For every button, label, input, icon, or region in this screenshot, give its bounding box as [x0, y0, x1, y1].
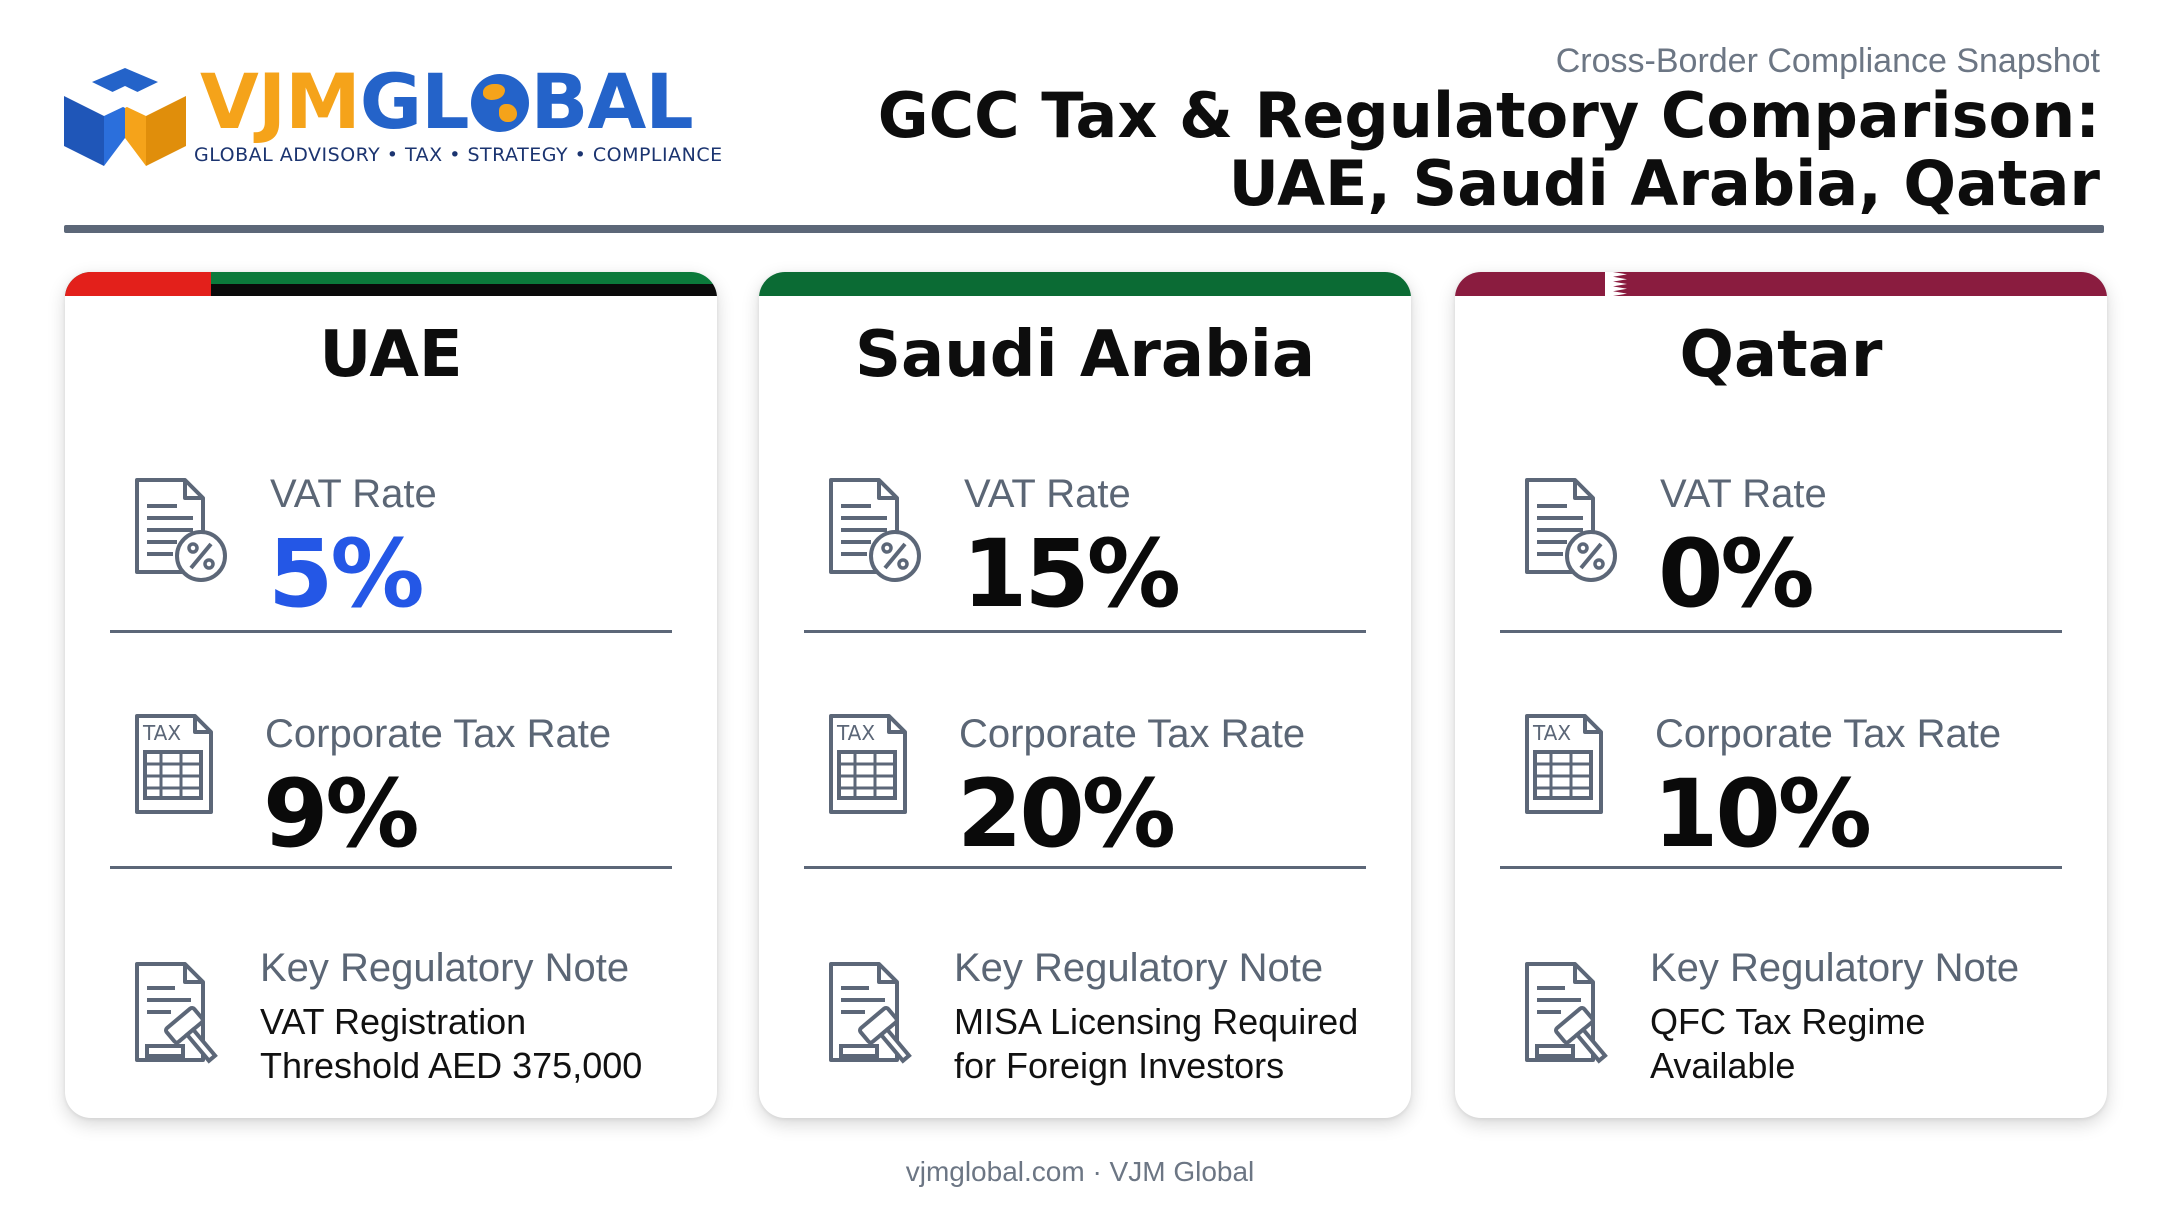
regulatory-note-line1: QFC Tax Regime [1650, 1001, 1926, 1042]
brand-name: VJMGL BAL [200, 64, 694, 140]
vat-label: VAT Rate [270, 472, 437, 516]
page-title-line1: GCC Tax & Regulatory Comparison: [877, 79, 2100, 152]
vat-value: 15% [962, 520, 1181, 629]
country-name: Qatar [1679, 318, 1883, 392]
logo-mark-icon [64, 68, 186, 166]
corporate-tax-value: 20% [957, 760, 1176, 869]
vat-value: 0% [1658, 520, 1815, 629]
corporate-tax-row: TAX Corporate Tax Rate 9% [65, 668, 717, 868]
regulatory-note-text: QFC Tax Regime Available [1650, 1000, 1925, 1088]
svg-text:TAX: TAX [1532, 721, 1571, 745]
row-divider [110, 866, 672, 869]
regulatory-note-line1: MISA Licensing Required [954, 1001, 1359, 1042]
regulatory-note-line2: Threshold AED 375,000 [260, 1045, 643, 1086]
vat-label: VAT Rate [964, 472, 1131, 516]
tax-form-icon: TAX [829, 714, 907, 814]
corporate-tax-label: Corporate Tax Rate [265, 712, 612, 756]
corporate-tax-value: 10% [1653, 760, 1872, 869]
regulatory-note-text: VAT Registration Threshold AED 375,000 [260, 1000, 642, 1088]
country-card-qatar: Qatar VAT Rate 0% TAX [1455, 272, 2107, 1118]
regulatory-note-line2: for Foreign Investors [954, 1045, 1285, 1086]
vat-row: VAT Rate 0% [1455, 432, 2107, 632]
vat-label: VAT Rate [1660, 472, 1827, 516]
vat-value: 5% [268, 520, 425, 629]
corporate-tax-value: 9% [263, 760, 420, 869]
regulatory-note-line2: Available [1650, 1045, 1796, 1086]
corporate-tax-row: TAX Corporate Tax Rate 10% [1455, 668, 2107, 868]
document-gavel-icon [829, 962, 912, 1064]
qatar-flag-bar [1455, 272, 2107, 296]
page-kicker: Cross-Border Compliance Snapshot [1555, 42, 2100, 80]
brand-logo: VJMGL BAL GLOBAL ADVISORY • TAX • STRATEG… [64, 64, 722, 174]
document-percent-icon [135, 478, 227, 582]
regulatory-note-row: Key Regulatory Note QFC Tax Regime Avail… [1455, 908, 2107, 1108]
vat-row: VAT Rate 15% [759, 432, 1411, 632]
document-percent-icon [1525, 478, 1617, 582]
row-divider [1500, 630, 2062, 633]
document-percent-icon [829, 478, 921, 582]
uae-flag-bar [65, 272, 717, 296]
row-divider [110, 630, 672, 633]
brand-name-part2: GL [359, 57, 470, 146]
tax-form-icon: TAX [1525, 714, 1603, 814]
country-card-uae: UAE VAT Rate 5% TAX [65, 272, 717, 1118]
globe-icon [470, 74, 529, 132]
saudi-flag-bar [759, 272, 1411, 296]
regulatory-note-label: Key Regulatory Note [954, 946, 1324, 990]
vat-row: VAT Rate 5% [65, 432, 717, 632]
corporate-tax-row: TAX Corporate Tax Rate 20% [759, 668, 1411, 868]
regulatory-note-row: Key Regulatory Note VAT Registration Thr… [65, 908, 717, 1108]
country-name: Saudi Arabia [854, 318, 1316, 392]
brand-name-part1: VJM [200, 57, 361, 146]
svg-text:TAX: TAX [836, 721, 875, 745]
row-divider [804, 866, 1366, 869]
country-card-saudi-arabia: Saudi Arabia VAT Rate 15% TAX [759, 272, 1411, 1118]
brand-tagline: GLOBAL ADVISORY • TAX • STRATEGY • COMPL… [194, 144, 723, 166]
country-name: UAE [319, 318, 463, 392]
corporate-tax-label: Corporate Tax Rate [1655, 712, 2002, 756]
regulatory-note-text: MISA Licensing Required for Foreign Inve… [954, 1000, 1358, 1088]
row-divider [1500, 866, 2062, 869]
tax-form-icon: TAX [135, 714, 213, 814]
corporate-tax-label: Corporate Tax Rate [959, 712, 1306, 756]
row-divider [804, 630, 1366, 633]
regulatory-note-label: Key Regulatory Note [1650, 946, 2020, 990]
regulatory-note-row: Key Regulatory Note MISA Licensing Requi… [759, 908, 1411, 1108]
brand-name-part3: BAL [530, 57, 694, 146]
qatar-serrated-edge [1605, 272, 1627, 296]
regulatory-note-label: Key Regulatory Note [260, 946, 630, 990]
footer-credit: vjmglobal.com · VJM Global [905, 1156, 1255, 1187]
header-divider [64, 225, 2104, 233]
page-title: GCC Tax & Regulatory Comparison: UAE, Sa… [878, 82, 2100, 218]
document-gavel-icon [135, 962, 218, 1064]
regulatory-note-line1: VAT Registration [260, 1001, 527, 1042]
svg-text:TAX: TAX [142, 721, 181, 745]
page-title-line2: UAE, Saudi Arabia, Qatar [1228, 147, 2100, 220]
document-gavel-icon [1525, 962, 1608, 1064]
